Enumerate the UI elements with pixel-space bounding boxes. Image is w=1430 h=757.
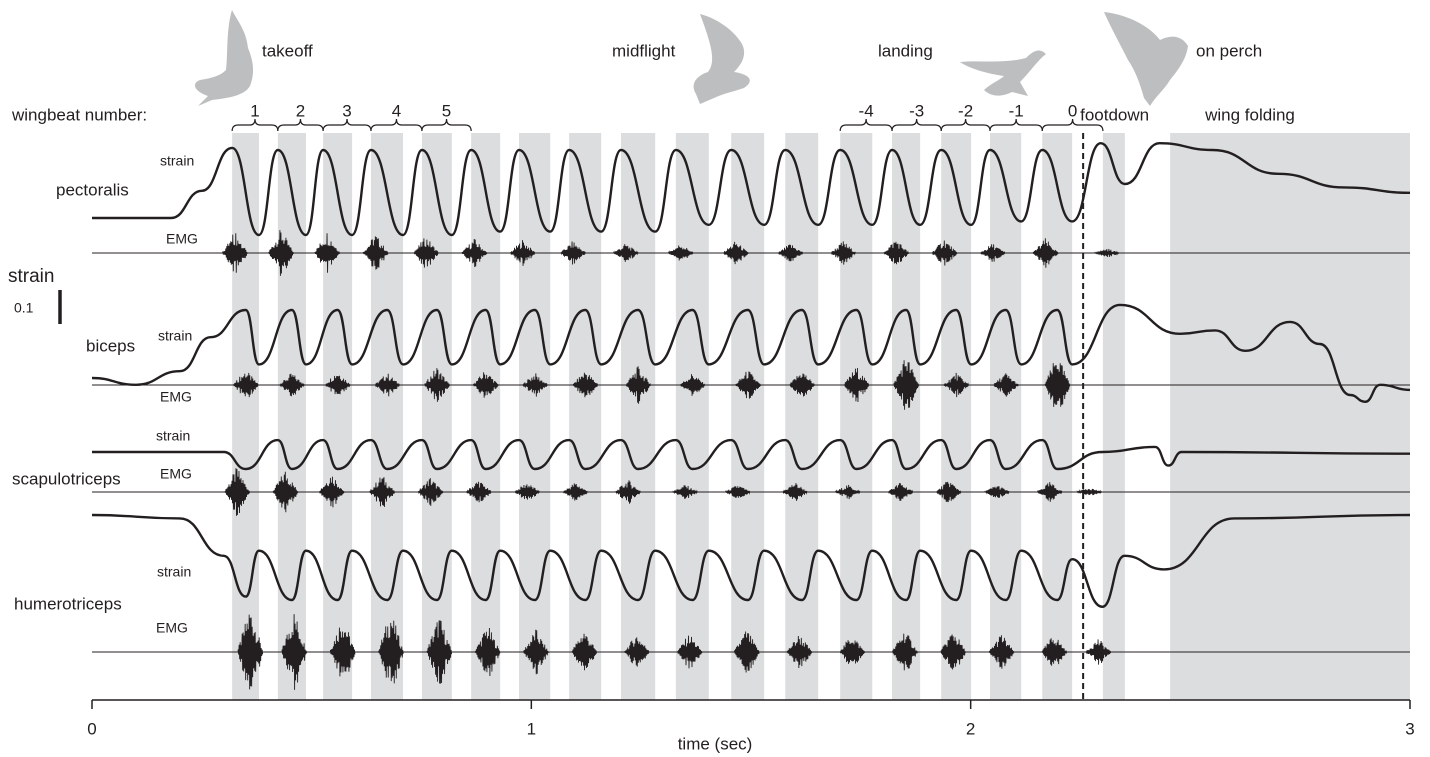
band <box>371 133 403 700</box>
band <box>519 133 550 700</box>
wingbeat-brace <box>278 119 323 131</box>
wingbeat-brace <box>422 119 471 131</box>
x-tick-label: 1 <box>527 719 536 738</box>
band <box>621 133 655 700</box>
wingbeat-label: 0 <box>1068 101 1077 120</box>
bird-midflight <box>694 14 750 104</box>
phase-label: on perch <box>1196 41 1262 60</box>
bird-takeoff <box>195 10 253 106</box>
wingbeat-brace <box>840 119 892 131</box>
strain-label: strain <box>158 328 192 344</box>
phase-label: takeoff <box>262 41 313 60</box>
emg-label: EMG <box>156 620 188 636</box>
bird-landing <box>960 51 1046 96</box>
wingbeat-label: 4 <box>392 101 401 120</box>
wingbeat-label: -4 <box>859 101 874 120</box>
wingbeat-label: -1 <box>1009 101 1024 120</box>
muscle-name: scapulotriceps <box>12 469 121 488</box>
band <box>731 133 764 700</box>
band <box>676 133 709 700</box>
wingbeat-brace <box>232 119 278 131</box>
muscle-name: pectoralis <box>56 180 129 199</box>
wing-folding-band <box>1170 133 1410 700</box>
band <box>232 133 259 700</box>
wingbeat-label: 1 <box>250 101 259 120</box>
figure: wing folding takeoff midflight landing on pe… <box>0 0 1430 757</box>
wingbeat-brace <box>990 119 1042 131</box>
emg-burst <box>1077 489 1102 495</box>
strain-label: strain <box>157 564 191 580</box>
wingbeat-brace <box>323 119 371 131</box>
band <box>569 133 601 700</box>
band <box>785 133 818 700</box>
x-tick-label: 3 <box>1405 719 1414 738</box>
footdown-label: footdown <box>1080 105 1149 124</box>
band <box>892 133 920 700</box>
band <box>471 133 500 700</box>
wingbeat-brace <box>941 119 990 131</box>
scale-value: 0.1 <box>14 300 34 316</box>
band <box>422 133 452 700</box>
x-tick-label: 2 <box>966 719 975 738</box>
bird-silhouettes <box>195 10 1188 106</box>
wingbeat-brace <box>892 119 941 131</box>
muscle-name: humerotriceps <box>14 594 122 613</box>
wingbeat-label: 2 <box>296 101 305 120</box>
strain-label: strain <box>160 153 194 169</box>
wingbeat-label: -2 <box>958 101 973 120</box>
band <box>278 133 306 700</box>
wingbeat-label: 3 <box>342 101 351 120</box>
scale-title: strain <box>8 266 54 287</box>
wingbeat-label: 5 <box>442 101 451 120</box>
wingbeat-title: wingbeat number: <box>11 105 147 124</box>
x-axis-title: time (sec) <box>678 734 753 753</box>
phase-label: midflight <box>612 41 676 60</box>
emg-label: EMG <box>160 466 192 482</box>
band <box>840 133 872 700</box>
band <box>323 133 352 700</box>
wing-folding-label: wing folding <box>1204 105 1295 124</box>
strain-label: strain <box>156 428 190 444</box>
emg-label: EMG <box>166 231 198 247</box>
bird-on-perch <box>1104 12 1188 106</box>
x-tick-label: 0 <box>87 719 96 738</box>
muscle-name: biceps <box>86 336 135 355</box>
wingbeat-label: -3 <box>909 101 924 120</box>
band <box>941 133 971 700</box>
emg-label: EMG <box>160 389 192 405</box>
band <box>1103 133 1125 700</box>
phase-label: landing <box>878 41 933 60</box>
wingbeat-brace <box>371 119 422 131</box>
